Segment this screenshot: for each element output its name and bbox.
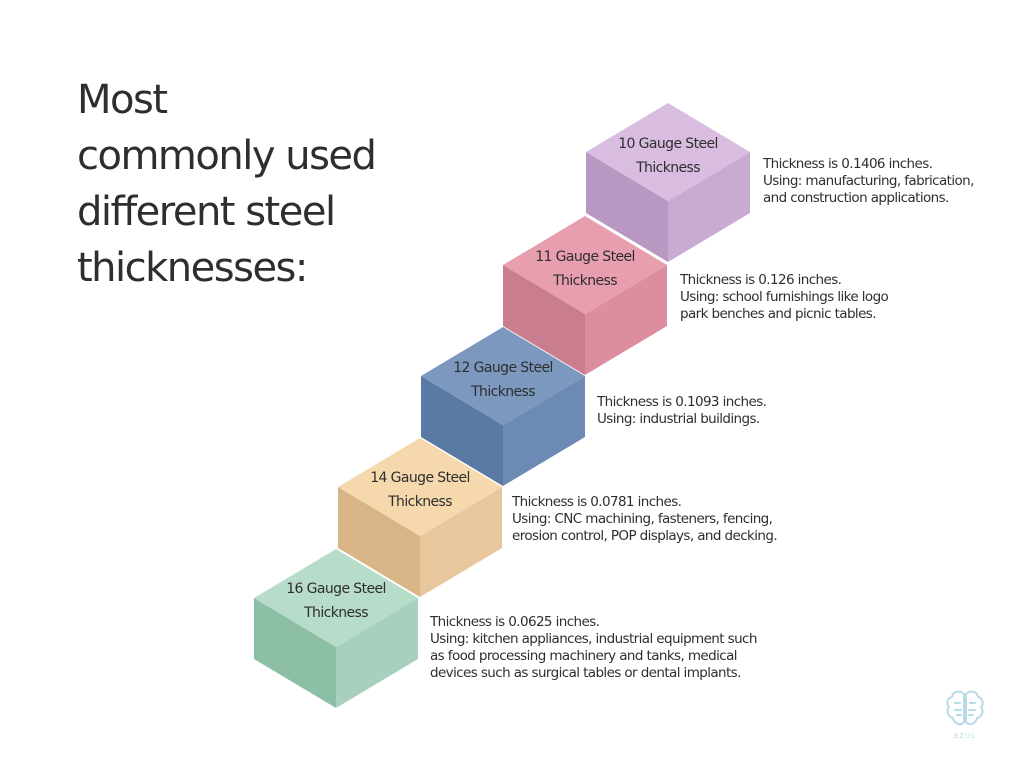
step-label-line: 14 Gauge Steel [370,470,470,486]
description-line: Thickness is 0.1406 inches. [763,156,933,172]
step-top-face [586,103,750,201]
brain-icon [946,690,984,726]
description-line: Using: kitchen appliances, industrial eq… [430,631,757,647]
title-line: Most [77,77,168,123]
description-line: Thickness is 0.1093 inches. [597,394,767,410]
step-top-face [421,327,585,425]
step-left-face [421,376,503,486]
description-line: devices such as surgical tables or denta… [430,665,741,681]
step-right-face [420,487,502,597]
step-label-line: 12 Gauge Steel [453,360,553,376]
description-line: erosion control, POP displays, and decki… [512,528,778,544]
step-label-line: Thickness [635,160,700,176]
step-10-gauge: 10 Gauge Steel Thickness [586,103,750,262]
step-16-gauge: 16 Gauge Steel Thickness [254,549,418,708]
description-line: Using: manufacturing, fabrication, [763,173,974,189]
step-top-face [338,438,502,536]
step-left-face [586,152,668,262]
step-right-face [336,598,418,708]
step-label-line: Thickness [303,605,368,621]
step-12-gauge: 12 Gauge Steel Thickness [421,327,585,486]
logo-text: EZIIL [953,732,977,740]
step-description-12-gauge: Thickness is 0.1093 inches. Using: indus… [597,394,767,428]
step-description-10-gauge: Thickness is 0.1406 inches. Using: manuf… [763,156,974,207]
step-left-face [503,265,585,375]
step-top-face [503,216,667,314]
step-label-line: Thickness [552,273,617,289]
description-line: Using: school furnishings like logo [680,289,889,305]
step-top-face [254,549,418,647]
description-line: Thickness is 0.0625 inches. [430,614,600,630]
step-right-face [668,152,750,262]
step-label-line: Thickness [470,384,535,400]
step-description-11-gauge: Thickness is 0.126 inches. Using: school… [680,272,889,323]
step-left-face [254,598,336,708]
step-label-line: 10 Gauge Steel [618,136,718,152]
step-description-16-gauge: Thickness is 0.0625 inches. Using: kitch… [430,614,757,682]
step-label-line: 16 Gauge Steel [286,581,386,597]
step-description-14-gauge: Thickness is 0.0781 inches. Using: CNC m… [512,494,778,545]
description-line: and construction applications. [763,190,949,206]
step-label-line: Thickness [387,494,452,510]
description-line: Using: industrial buildings. [597,411,760,427]
description-line: park benches and picnic tables. [680,306,877,322]
logo: EZIIL [943,688,987,744]
step-11-gauge: 11 Gauge Steel Thickness [503,216,667,375]
step-right-face [585,265,667,375]
title-line: commonly used [77,133,377,179]
step-label-line: 11 Gauge Steel [535,249,635,265]
step-left-face [338,487,420,597]
step-14-gauge: 14 Gauge Steel Thickness [338,438,502,597]
title-line: different steel [77,189,336,235]
description-line: Thickness is 0.126 inches. [680,272,842,288]
step-right-face [503,376,585,486]
title-line: thicknesses: [77,245,308,291]
description-line: Thickness is 0.0781 inches. [512,494,682,510]
description-line: Using: CNC machining, fasteners, fencing… [512,511,773,527]
page-title: Most commonly used different steel thick… [77,72,407,296]
description-line: as food processing machinery and tanks, … [430,648,737,664]
